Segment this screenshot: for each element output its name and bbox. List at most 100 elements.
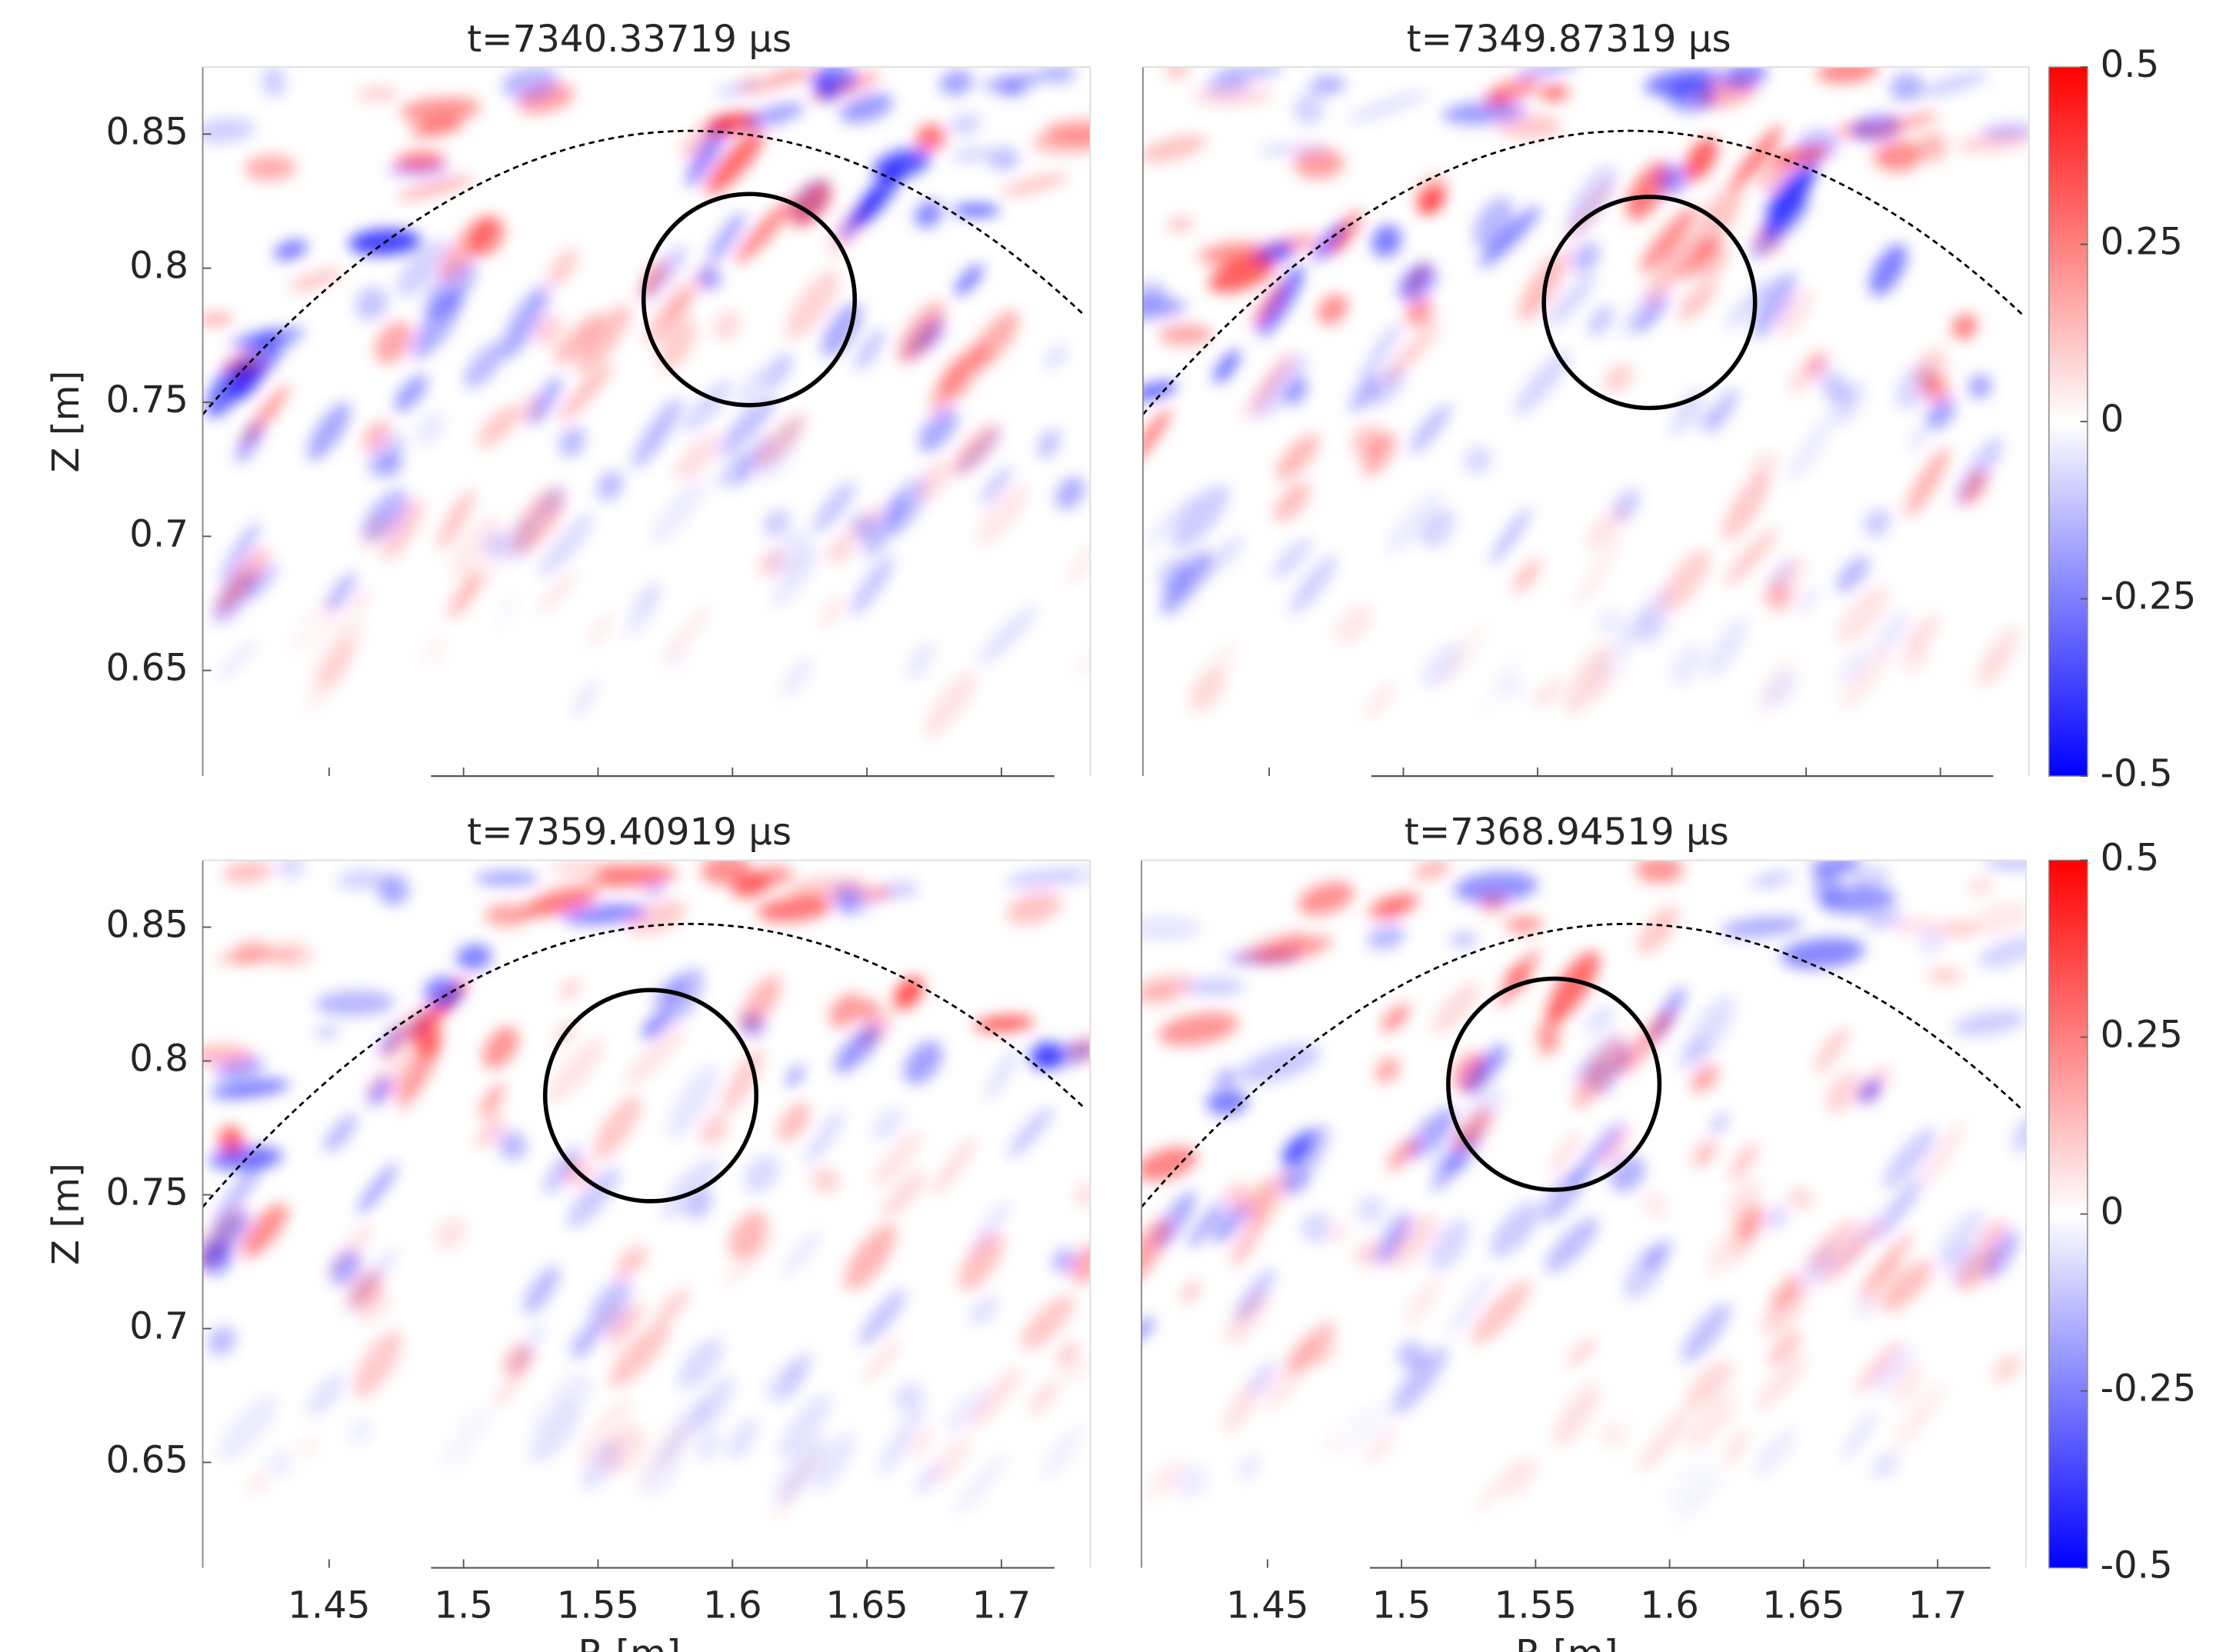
field-blob — [695, 1431, 721, 1462]
field-bg — [202, 860, 1091, 1568]
field-blob — [1489, 507, 1531, 565]
field-blob — [1673, 1469, 1726, 1525]
field-blob — [368, 1077, 392, 1106]
field-blob — [218, 1394, 278, 1461]
field-blob — [1604, 362, 1633, 394]
field-blob — [1749, 451, 1779, 482]
field-blob — [1882, 1260, 1933, 1312]
field-blob — [400, 97, 481, 122]
field-blob — [839, 92, 893, 124]
field-blob — [1141, 1147, 1198, 1181]
x-tick-label: 1.55 — [1495, 1584, 1577, 1627]
field-blob — [1957, 132, 2029, 153]
field-blob — [1160, 550, 1211, 615]
x-tick-label: 1.65 — [825, 1584, 908, 1627]
field-blob — [1854, 1340, 1902, 1394]
field-blob — [1279, 1124, 1330, 1193]
field-blob — [348, 1418, 373, 1444]
field-blob — [1142, 298, 1187, 320]
field-blob — [213, 1160, 264, 1228]
field-blob — [1184, 978, 1245, 995]
field-blob — [1421, 642, 1465, 688]
x-axis-label: R [m] — [578, 1633, 680, 1652]
field-blob — [1505, 916, 1544, 934]
field-blob — [1375, 1057, 1401, 1083]
field-blobs — [202, 67, 1091, 738]
field-blob — [496, 593, 520, 629]
field-blob — [1225, 1291, 1268, 1344]
field-blob — [1248, 1177, 1277, 1217]
field-blob — [1909, 424, 1930, 451]
field-blob — [411, 117, 464, 138]
field-blob — [1921, 375, 1949, 401]
field-blob — [520, 889, 597, 918]
field-blob — [1188, 1199, 1225, 1249]
field-blob — [1271, 538, 1311, 579]
field-blob — [415, 411, 445, 446]
field-blob — [330, 1250, 362, 1286]
field-blob — [1031, 1041, 1062, 1070]
field-blob — [1821, 1222, 1881, 1284]
field-blob — [931, 1434, 971, 1484]
panel-title: t=7368.94519 μs — [1405, 811, 1729, 854]
field-blob — [336, 869, 386, 891]
field-blob — [1248, 1361, 1276, 1397]
field-blob — [1904, 447, 1950, 518]
field-blob — [772, 528, 810, 577]
field-blob — [1539, 1032, 1561, 1057]
field-blob — [1063, 1357, 1090, 1384]
field-blob — [726, 1418, 758, 1460]
field-blob — [1037, 429, 1061, 459]
field-blob — [1335, 605, 1374, 644]
field-blob — [394, 374, 428, 412]
field-blob — [915, 200, 942, 228]
field-blob — [1825, 1071, 1861, 1114]
field-blob — [1545, 1217, 1599, 1273]
field-blob — [1721, 67, 1768, 88]
field-blob — [264, 1447, 295, 1479]
field-blob — [554, 313, 604, 365]
field-blob — [1375, 1211, 1411, 1265]
field-blob — [982, 73, 1045, 92]
field-blob — [897, 301, 945, 365]
field-blob — [1148, 1460, 1184, 1499]
field-blob — [1978, 936, 2027, 969]
field-blob — [202, 313, 234, 325]
field-blob — [1807, 1219, 1857, 1271]
field-blob — [1020, 1295, 1075, 1351]
field-blob — [1871, 1345, 1915, 1394]
field-blob — [1361, 431, 1397, 477]
field-blob — [1142, 381, 1178, 401]
field-blob — [1572, 1037, 1627, 1108]
field-blob — [1251, 282, 1286, 327]
field-blob — [244, 155, 297, 181]
field-blob — [325, 572, 357, 613]
field-blob — [535, 484, 568, 521]
field-blob — [502, 515, 540, 563]
field-blob — [744, 102, 805, 128]
field-blob — [1797, 586, 1819, 615]
field-blob — [1309, 75, 1346, 95]
field-blob — [1364, 1426, 1398, 1465]
field-blob — [546, 1037, 605, 1104]
field-blob — [1398, 263, 1437, 303]
separatrix — [202, 129, 1085, 415]
field — [202, 67, 1091, 777]
field-blob — [1331, 1222, 1348, 1244]
field-blob — [1831, 381, 1864, 425]
panel-title: t=7349.87319 μs — [1407, 18, 1731, 61]
field-blob — [813, 481, 855, 533]
field-blob — [980, 466, 1012, 505]
field-blob — [872, 1107, 903, 1141]
field-blob — [974, 1015, 1035, 1032]
field-blob — [1285, 378, 1308, 406]
field-blob — [1428, 1218, 1470, 1271]
x-tick-label: 1.6 — [1640, 1584, 1699, 1627]
field-blob — [873, 1131, 921, 1187]
field-blob — [828, 993, 864, 1028]
field-blob — [1506, 1457, 1538, 1497]
field-blob — [276, 860, 305, 880]
field-blob — [362, 419, 391, 451]
field-blob — [1371, 225, 1402, 258]
field-blob — [1488, 77, 1539, 103]
